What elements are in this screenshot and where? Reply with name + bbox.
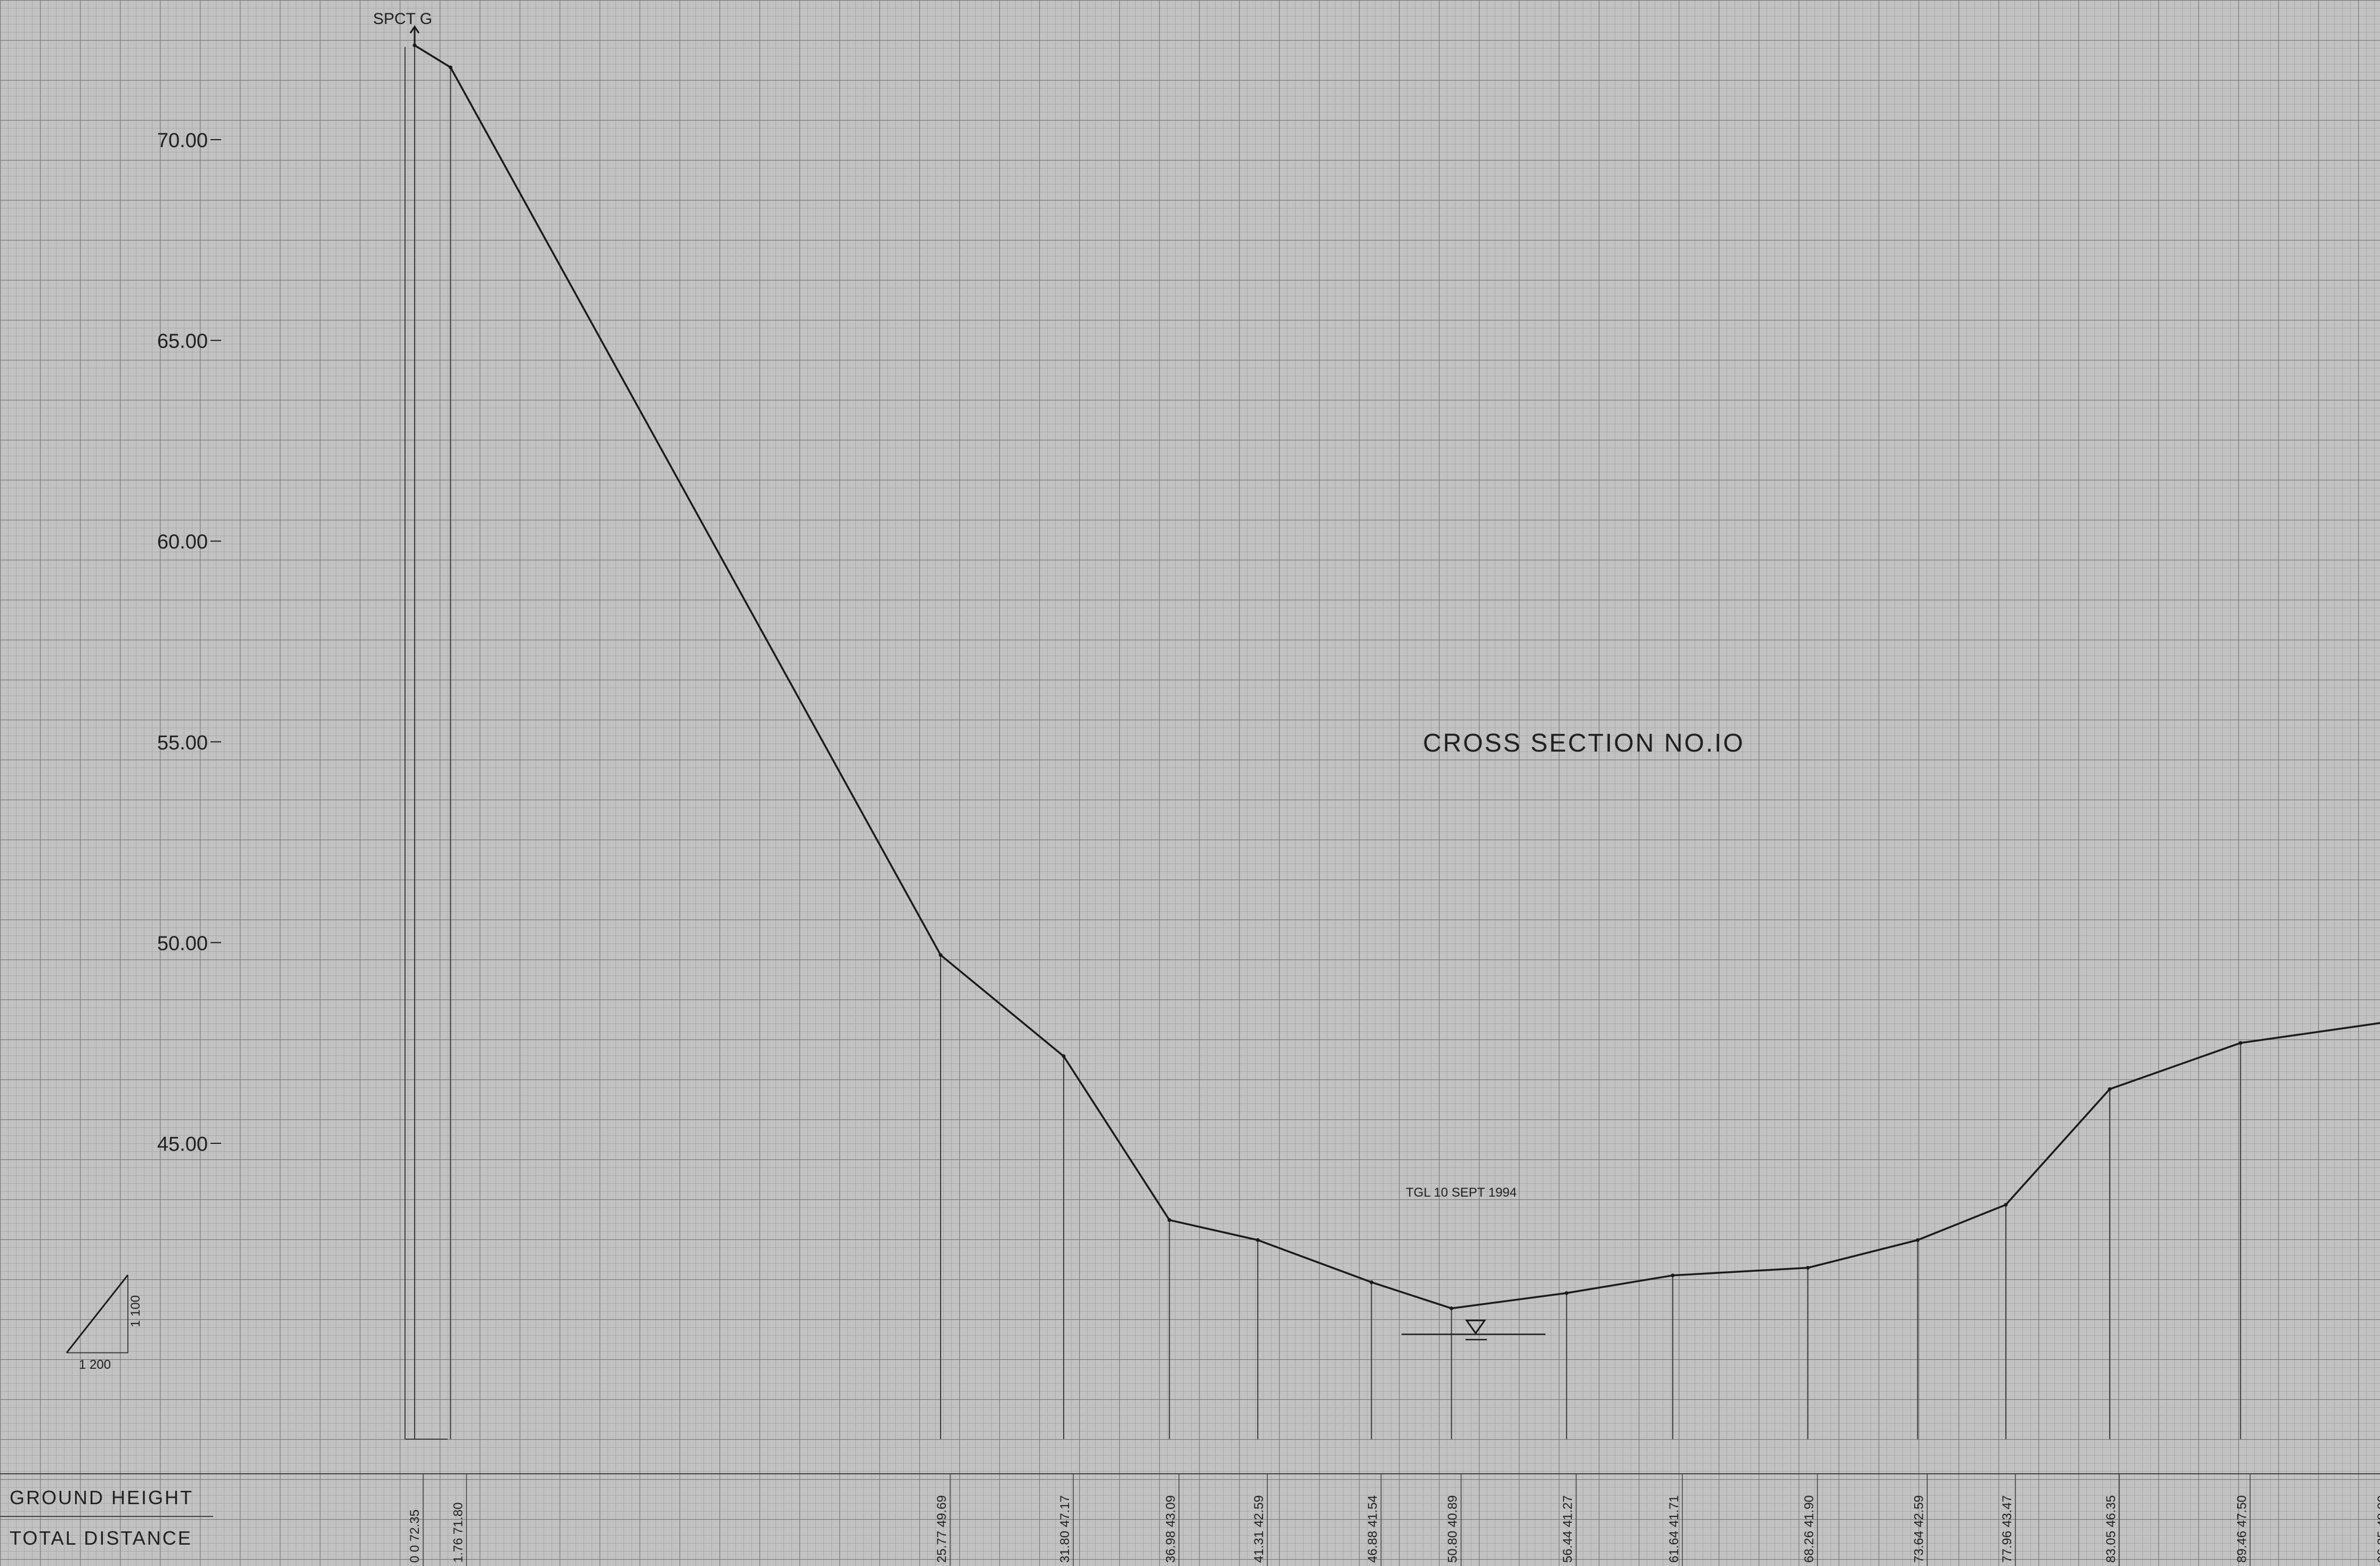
table-cell-label: 46.88 41.54 [1366,1495,1380,1563]
profile-point [2108,1087,2112,1091]
y-tick-labels: 45.00 50.00 55.00 60.00 65.00 70.00 [157,130,221,1156]
station-drop-lines [404,45,2241,1440]
scale-indicator: 1 100 1 200 [66,1274,143,1372]
profile-point [938,953,943,957]
table-cell-label: 0 0 72.35 [408,1510,422,1563]
table-cell-label: 56.44 41.27 [1561,1495,1575,1563]
y-tick-label: 50.00 [157,932,208,955]
table-cell-label: 89.46 47.50 [2235,1495,2249,1563]
table-cell-label: 41.31 42.59 [1252,1495,1266,1563]
table-cell-label: 31.80 47.17 [1058,1495,1072,1563]
profile-point [2238,1041,2243,1045]
table-cell-label: 96.35 48.00 [2375,1495,2380,1563]
profile-point [1256,1238,1260,1242]
y-tick-label: 55.00 [157,732,208,754]
table-cell-label: 36.98 43.09 [1163,1495,1178,1563]
profile-point [448,65,452,69]
table-cell-label: 61.64 41.71 [1667,1495,1681,1563]
distance-table: GROUND HEIGHT TOTAL DISTANCE 0 0 72.35 1.… [0,1473,2380,1566]
table-cells: 0 0 72.35 1.76 71.80 25.77 49.69 31.80 47.1… [408,1474,2380,1566]
ground-height-label: GROUND HEIGHT [10,1487,193,1508]
y-tick-label: 60.00 [157,531,208,553]
chart-title: CROSS SECTION NO.IO [1423,729,1745,757]
profile-point [1671,1273,1675,1278]
table-cell-label: 83.05 46.35 [2104,1495,2118,1563]
table-cell-label: 50.80 40.89 [1446,1495,1460,1563]
table-cell-label: 77.96 43.47 [2000,1495,2014,1563]
profile-point [1167,1218,1171,1222]
profile-point [1915,1238,1920,1242]
profile-point [1565,1291,1569,1295]
profile-point [1370,1280,1374,1285]
table-cell-label: 1.76 71.80 [451,1503,465,1563]
table-cell-label: 73.64 42.59 [1912,1495,1926,1563]
start-marker: SPCT G [373,10,432,47]
water-level-label: TGL 10 SEPT 1994 [1406,1185,1517,1200]
y-tick-label: 45.00 [157,1133,208,1156]
profile-point [2004,1202,2008,1207]
horizontal-scale-label: 1 200 [79,1358,111,1372]
water-level-marker: TGL 10 SEPT 1994 [1402,1185,1545,1341]
table-cell-label: 68.26 41.90 [1802,1495,1816,1563]
table-cell-label: 25.77 49.69 [935,1495,949,1563]
vertical-scale-label: 1 100 [128,1295,143,1327]
y-tick-label: 65.00 [157,330,208,353]
total-distance-label: TOTAL DISTANCE [10,1527,192,1549]
profile-point [1450,1306,1454,1311]
y-tick-label: 70.00 [157,130,208,152]
profile-point [1806,1265,1810,1270]
profile-point [1062,1054,1066,1059]
start-label: SPCT G [373,10,432,28]
